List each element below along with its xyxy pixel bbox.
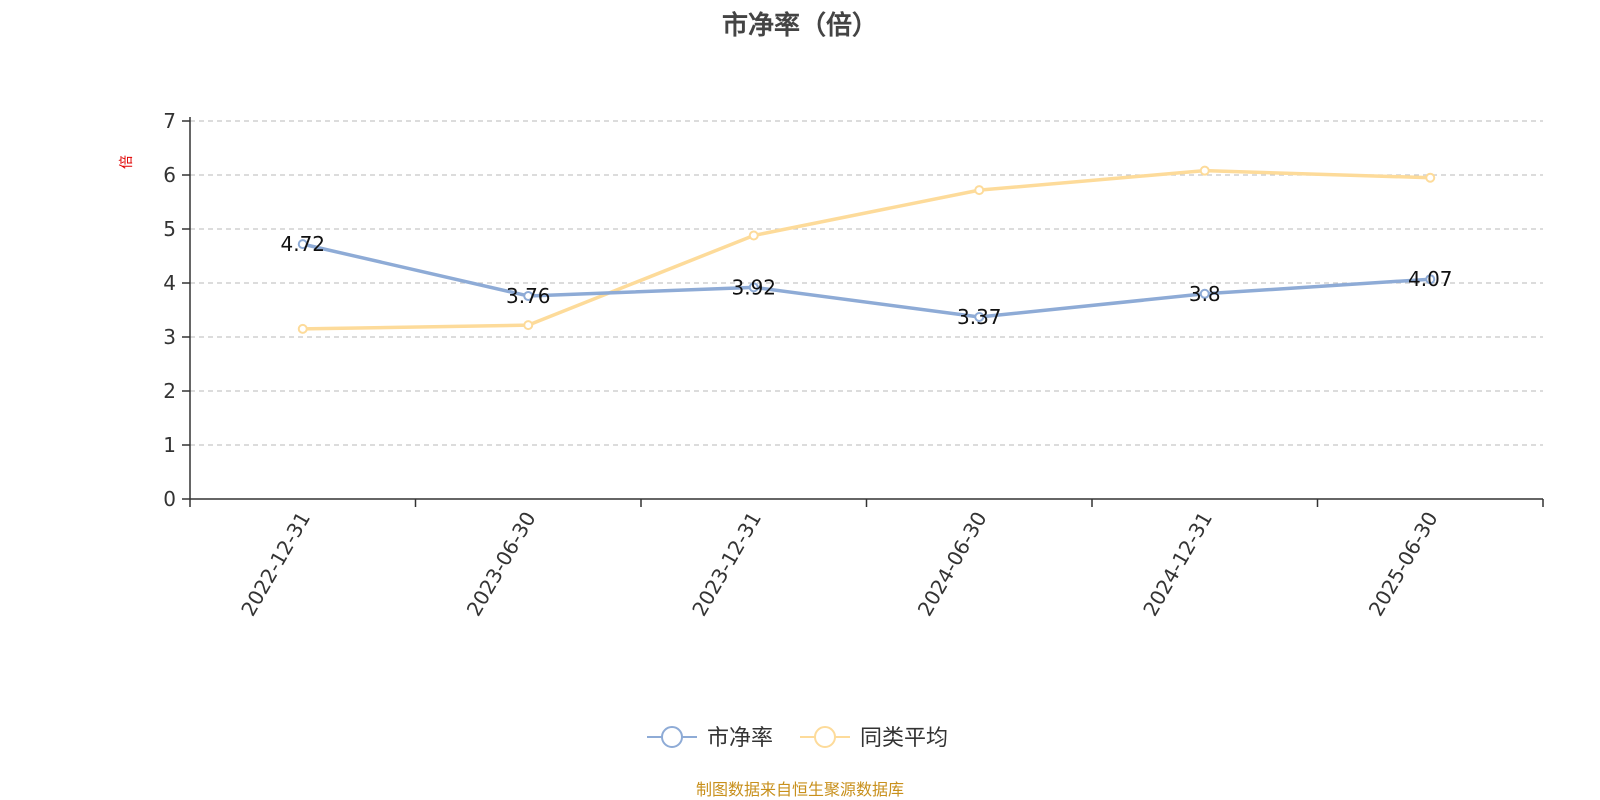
- y-tick-label: 1: [163, 433, 176, 457]
- series-line: [302, 168, 1431, 331]
- chart-title: 市净率（倍）: [722, 10, 878, 41]
- data-label: 3.76: [506, 284, 551, 308]
- series-layer: [297, 165, 1436, 334]
- series-line: [302, 242, 1431, 319]
- data-point: [974, 185, 985, 196]
- x-tick-label: 2025-06-30: [1364, 508, 1443, 621]
- legend-marker: [661, 726, 683, 748]
- x-tick-label: 2022-12-31: [236, 508, 315, 621]
- data-point: [748, 282, 759, 293]
- axes: 0 1 2 3 4 5 6 7 2022-12-31 2023-06-30 2023-12-31 20…: [163, 109, 1544, 621]
- legend[interactable]: 市净率 同类平均: [647, 726, 948, 751]
- grid-lines: [190, 120, 1543, 446]
- y-tick-label: 0: [163, 487, 176, 511]
- data-point: [1425, 172, 1436, 183]
- data-label: 3.37: [957, 305, 1002, 329]
- data-point: [1199, 165, 1210, 176]
- legend-label: 市净率: [707, 726, 773, 751]
- data-point: [974, 312, 985, 323]
- data-point: [523, 290, 534, 301]
- y-axis-unit-label: 倍: [119, 155, 135, 169]
- y-tick-label: 4: [163, 271, 176, 295]
- y-tick-label: 5: [163, 217, 176, 241]
- source-note: 制图数据来自恒生聚源数据库: [695, 780, 904, 799]
- y-tick-label: 3: [163, 325, 176, 349]
- legend-item[interactable]: 同类平均: [800, 726, 948, 751]
- data-point: [297, 323, 308, 334]
- data-point: [1199, 288, 1210, 299]
- legend-item[interactable]: 市净率: [647, 726, 773, 751]
- data-label: 4.72: [280, 232, 325, 256]
- x-tick-label: 2023-12-31: [687, 508, 766, 621]
- y-tick-label: 2: [163, 379, 176, 403]
- data-point: [523, 320, 534, 331]
- x-tick-label: 2024-12-31: [1138, 508, 1217, 621]
- data-point: [748, 230, 759, 241]
- data-label: 4.07: [1408, 267, 1453, 291]
- x-tick-label: 2024-06-30: [913, 508, 992, 621]
- legend-marker: [814, 726, 836, 748]
- y-tick-label: 6: [163, 163, 176, 187]
- legend-label: 同类平均: [860, 726, 948, 751]
- y-tick-label: 7: [163, 109, 176, 133]
- data-point: [1425, 274, 1436, 285]
- data-label: 3.92: [731, 275, 776, 299]
- x-tick-label: 2023-06-30: [462, 508, 541, 621]
- data-point: [297, 239, 308, 250]
- data-label: 3.8: [1189, 282, 1221, 306]
- data-labels: 4.72 3.76 3.92 3.37 3.8 4.07: [280, 232, 1452, 329]
